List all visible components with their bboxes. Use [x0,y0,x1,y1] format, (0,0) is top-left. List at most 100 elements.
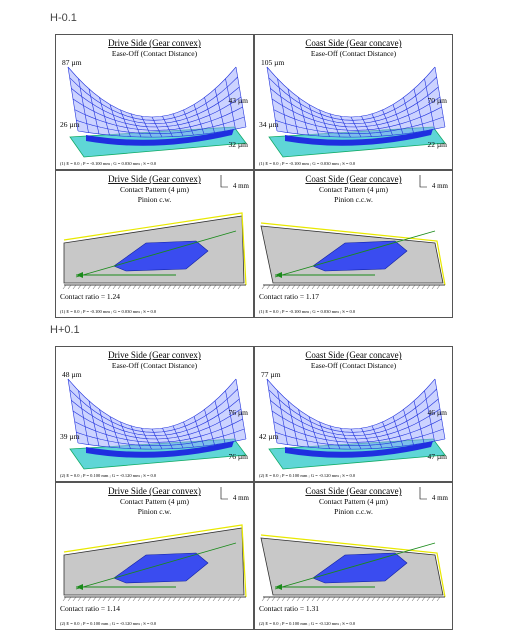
hatch [172,596,177,602]
panel-subtitle: Contact Pattern (4 µm) [319,497,389,506]
contact-ratio: Contact ratio = 1.31 [259,604,319,613]
hatch [92,596,97,602]
hatch [202,596,207,602]
contact-panel: Coast Side (Gear concave) Contact Pattern… [254,482,453,630]
scale-bar [220,175,228,188]
mesh-line [268,388,437,433]
hatch [301,596,306,602]
contact-panel: Drive Side (Gear convex) Contact Pattern … [55,482,254,630]
hatch [127,284,132,290]
panel-subtitle: Ease-Off (Contact Distance) [112,361,198,370]
hatch [351,284,356,290]
footnote: (1) E = 0.0 ; P = -0.100 mm ; G = 0.030 … [259,161,356,166]
hatch [281,284,286,290]
panel-subtitle: Contact Pattern (4 µm) [319,185,389,194]
panel-subtitle: Ease-Off (Contact Distance) [311,49,397,58]
hatch [117,284,122,290]
hatch [436,596,441,602]
hatch [426,284,431,290]
hatch [82,596,87,602]
hatch [366,596,371,602]
arrow [76,584,83,590]
hatch [291,596,296,602]
footnote: (1) E = 0.0 ; P = -0.100 mm ; G = 0.030 … [60,161,157,166]
hatch [87,596,92,602]
hatch [296,596,301,602]
mesh-line [273,418,442,443]
contact-pattern [113,552,209,584]
hatch [132,284,137,290]
hatch [207,596,212,602]
footnote: (1) E = 0.0 ; P = -0.100 mm ; G = 0.030 … [259,309,356,314]
contact-panel: Drive Side (Gear convex) Contact Pattern … [55,170,254,318]
mesh-line [67,66,237,118]
hatch [97,284,102,290]
scale-label: 4 mm [432,494,449,502]
contact-band [285,129,433,146]
hatch [311,284,316,290]
arrow [76,272,83,278]
panel-title: Coast Side (Gear concave) [305,174,401,184]
hatch [406,596,411,602]
hatch [137,596,142,602]
hatch [62,284,67,290]
mesh-line [77,126,247,138]
scale-label: 4 mm [233,182,250,190]
value-label: 105 µm [261,58,284,67]
hatch [182,284,187,290]
hatch [421,596,426,602]
hatch [92,284,97,290]
panel-graphic: Drive Side (Gear convex)Contact Pattern … [60,486,250,626]
hatch [87,284,92,290]
hatch [306,596,311,602]
hatch [167,284,172,290]
hatch [331,284,336,290]
mesh-line [266,378,436,430]
value-label: 77 µm [261,370,281,379]
value-label: 87 µm [62,58,82,67]
hatch [296,284,301,290]
value-label: 76 µm [228,452,248,461]
panel-title: Coast Side (Gear concave) [305,486,401,496]
ease-off-panel: Drive Side (Gear convex) Ease-Off (Contac… [55,346,254,482]
hatch [316,596,321,602]
hatch [346,596,351,602]
hatch [112,596,117,602]
hatch [232,596,237,602]
hatch [122,284,127,290]
value-label: 43 µm [228,96,248,105]
hatch [157,284,162,290]
hatch [291,284,296,290]
hatch [346,284,351,290]
hatch [232,284,237,290]
hatch [266,596,271,602]
hatch [361,284,366,290]
hatch [336,596,341,602]
group-label: H-0.1 [50,12,77,24]
hatch [341,284,346,290]
hatch [316,284,321,290]
hatch [281,596,286,602]
hatch [107,596,112,602]
hatch [391,284,396,290]
rotation: Pinion c.w. [138,195,172,204]
panel-title: Drive Side (Gear convex) [108,174,201,184]
hatch [371,284,376,290]
value-label: 22 µm [427,140,447,149]
hatch [376,596,381,602]
panel-subtitle: Ease-Off (Contact Distance) [112,49,198,58]
panel-graphic: Drive Side (Gear convex)Contact Pattern … [60,174,250,314]
hatch [72,284,77,290]
hatch [172,284,177,290]
contact-band [285,441,433,458]
panel-graphic: Drive Side (Gear convex)Ease-Off (Contac… [60,350,248,478]
mesh-line [270,86,439,124]
hatch [276,284,281,290]
mesh-line [276,438,446,450]
hatch [177,596,182,602]
hatch [436,284,441,290]
hatch [222,284,227,290]
hatch [202,284,207,290]
scale-bar [419,175,427,188]
